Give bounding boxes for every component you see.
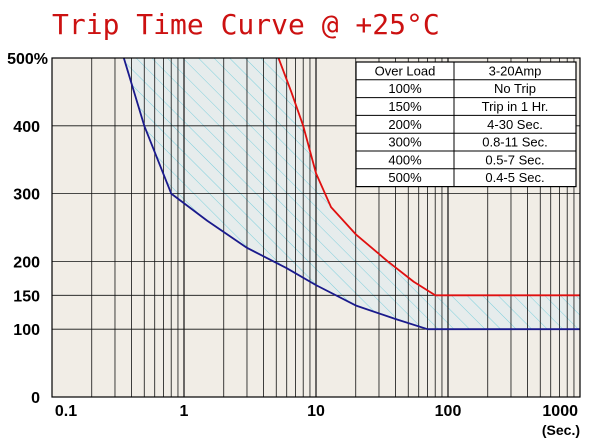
x-tick-label: 100 xyxy=(435,403,462,420)
y-tick-label: 300 xyxy=(13,187,40,204)
y-tick-label: 400 xyxy=(13,119,40,136)
chart-title: Trip Time Curve @ +25°C xyxy=(52,8,440,41)
overload-table: Over Load 3-20Amp 100% No Trip 150% Trip in 1… xyxy=(355,61,577,188)
table-header-cell: Over Load xyxy=(375,63,436,78)
table-cell-overload: 150% xyxy=(388,99,422,114)
table-cell-trip-time: Trip in 1 Hr. xyxy=(482,99,549,114)
x-tick-label: 1 xyxy=(180,403,189,420)
x-tick-label: 1000 xyxy=(542,403,578,420)
y-tick-label: 0 xyxy=(31,390,40,407)
table-cell-overload: 300% xyxy=(388,135,422,150)
x-tick-labels: 0.1 1 10 100 1000 xyxy=(55,403,578,420)
table-cell-trip-time: 0.8-11 Sec. xyxy=(482,135,548,150)
min-trip-curve xyxy=(122,58,580,331)
table-cell-trip-time: No Trip xyxy=(494,81,536,96)
y-tick-label: 200 xyxy=(13,254,40,271)
max-trip-curve xyxy=(277,58,580,297)
x-axis-unit-label: (Sec.) xyxy=(542,422,580,438)
table-cell-trip-time: 4-30 Sec. xyxy=(487,117,543,132)
x-tick-label: 0.1 xyxy=(55,403,77,420)
x-tick-label: 10 xyxy=(307,403,325,420)
plot-frame xyxy=(51,57,581,398)
y-tick-label: 100 xyxy=(13,322,40,339)
table-cell-overload: 200% xyxy=(388,117,422,132)
table-cell-overload: 400% xyxy=(388,152,422,167)
table-cell-overload: 100% xyxy=(388,81,422,96)
table-frame xyxy=(355,61,577,188)
y-tick-label: 150 xyxy=(13,288,40,305)
series-lines xyxy=(122,58,580,331)
table-cell-trip-time: 0.5-7 Sec. xyxy=(485,152,544,167)
table-cell-trip-time: 0.4-5 Sec. xyxy=(485,170,544,185)
y-tick-label: 500% xyxy=(7,51,48,68)
table-cell-overload: 500% xyxy=(388,170,422,185)
y-tick-labels: 0 100 150 200 300 400 500% xyxy=(7,51,48,407)
table-header-cell: 3-20Amp xyxy=(489,63,542,78)
axes xyxy=(51,57,581,398)
